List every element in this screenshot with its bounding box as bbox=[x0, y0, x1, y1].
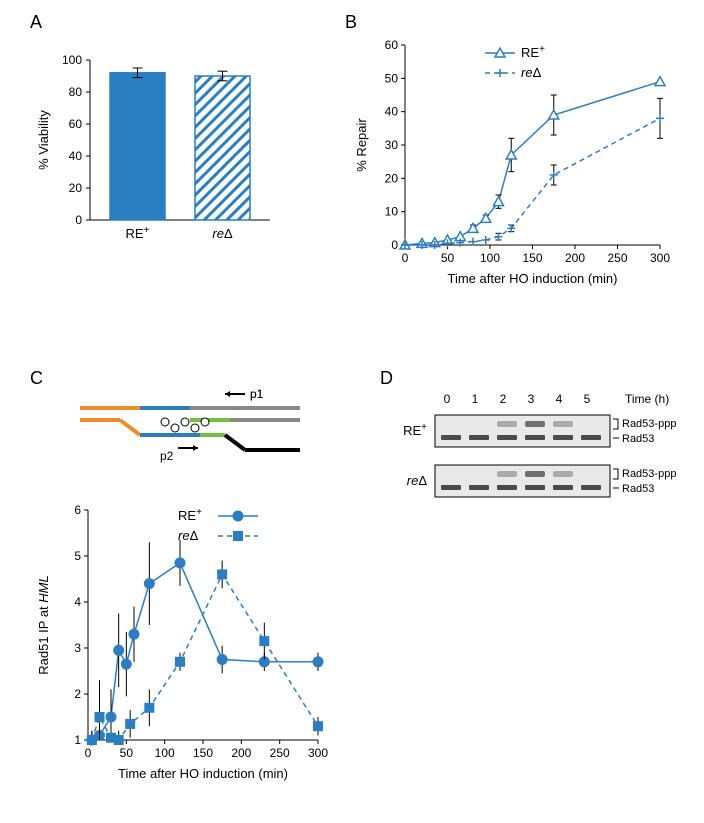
svg-text:200: 200 bbox=[231, 746, 251, 760]
svg-text:1: 1 bbox=[74, 733, 81, 747]
svg-text:0: 0 bbox=[444, 392, 451, 406]
svg-text:250: 250 bbox=[607, 251, 627, 265]
svg-text:RE+: RE+ bbox=[126, 225, 150, 242]
svg-text:0: 0 bbox=[402, 251, 409, 265]
svg-text:2: 2 bbox=[500, 392, 507, 406]
svg-text:60: 60 bbox=[69, 117, 83, 131]
svg-text:0: 0 bbox=[85, 746, 92, 760]
svg-text:reΔ: reΔ bbox=[521, 65, 542, 80]
svg-text:4: 4 bbox=[556, 392, 563, 406]
svg-text:Rad53: Rad53 bbox=[622, 483, 654, 495]
svg-text:5: 5 bbox=[74, 549, 81, 563]
svg-text:Time (h): Time (h) bbox=[625, 392, 669, 406]
svg-text:40: 40 bbox=[69, 149, 83, 163]
svg-text:200: 200 bbox=[565, 251, 585, 265]
panel-d-gel: 0 1 2 3 4 5 Time (h) RE+ Rad53-ppp Rad53 reΔ Rad53-… bbox=[390, 385, 700, 565]
svg-text:Rad53-ppp: Rad53-ppp bbox=[622, 468, 676, 480]
svg-text:10: 10 bbox=[385, 205, 399, 219]
svg-text:250: 250 bbox=[270, 746, 290, 760]
svg-text:3: 3 bbox=[528, 392, 535, 406]
svg-text:50: 50 bbox=[385, 71, 399, 85]
svg-text:0: 0 bbox=[75, 213, 82, 227]
svg-text:6: 6 bbox=[74, 503, 81, 517]
svg-text:20: 20 bbox=[385, 171, 399, 185]
svg-text:RE+: RE+ bbox=[403, 422, 427, 439]
svg-text:40: 40 bbox=[385, 105, 399, 119]
svg-text:0: 0 bbox=[391, 238, 398, 252]
svg-text:300: 300 bbox=[650, 251, 670, 265]
svg-text:reΔ: reΔ bbox=[407, 473, 428, 488]
svg-text:5: 5 bbox=[584, 392, 591, 406]
svg-text:Rad51 IP at HML: Rad51 IP at HML bbox=[36, 575, 51, 675]
svg-text:RE+: RE+ bbox=[521, 44, 545, 61]
svg-text:80: 80 bbox=[69, 85, 83, 99]
svg-text:% Viability: % Viability bbox=[36, 110, 51, 170]
svg-text:p2: p2 bbox=[160, 449, 174, 463]
svg-text:Rad53: Rad53 bbox=[622, 433, 654, 445]
svg-text:reΔ: reΔ bbox=[178, 528, 199, 543]
svg-text:30: 30 bbox=[385, 138, 399, 152]
svg-text:50: 50 bbox=[441, 251, 455, 265]
svg-text:20: 20 bbox=[69, 181, 83, 195]
svg-text:Time after HO induction (min): Time after HO induction (min) bbox=[447, 271, 617, 286]
svg-text:50: 50 bbox=[120, 746, 134, 760]
svg-text:Time after HO induction (min): Time after HO induction (min) bbox=[118, 766, 288, 781]
panel-c-schematic: p1p1p2 bbox=[70, 380, 330, 490]
svg-text:300: 300 bbox=[308, 746, 328, 760]
svg-text:100: 100 bbox=[155, 746, 175, 760]
svg-text:150: 150 bbox=[193, 746, 213, 760]
svg-text:% Repair: % Repair bbox=[354, 118, 369, 172]
panel-b-chart: 0 10 20 30 40 50 60 0 50 100 150 200 250 300 % Repair T… bbox=[350, 25, 690, 305]
svg-text:p1: p1 bbox=[250, 387, 264, 401]
svg-text:1: 1 bbox=[472, 392, 479, 406]
panel-c-chart: 1 2 3 4 5 6 0 50 100 150 200 250 300 Rad51 IP at HML T… bbox=[30, 490, 350, 810]
panel-c-label: C bbox=[30, 368, 43, 389]
svg-text:100: 100 bbox=[480, 251, 500, 265]
panel-a-chart: 0 20 40 60 80 100 % Viability RE+ reΔ bbox=[30, 30, 330, 270]
svg-text:4: 4 bbox=[74, 595, 81, 609]
svg-text:150: 150 bbox=[522, 251, 542, 265]
svg-text:RE+: RE+ bbox=[178, 507, 202, 524]
svg-text:Rad53-ppp: Rad53-ppp bbox=[622, 418, 676, 430]
svg-text:2: 2 bbox=[74, 687, 81, 701]
svg-text:reΔ: reΔ bbox=[212, 226, 233, 241]
svg-text:100: 100 bbox=[62, 53, 82, 67]
svg-text:3: 3 bbox=[74, 641, 81, 655]
svg-text:60: 60 bbox=[385, 38, 399, 52]
